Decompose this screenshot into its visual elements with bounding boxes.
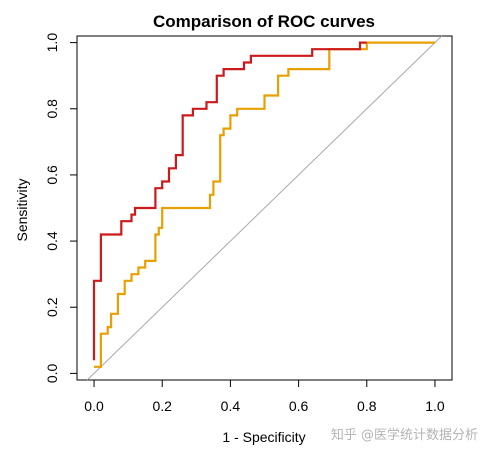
plot-area: 0.0 0.2 0.4 0.6 0.8 1.0 0.0 0.2 0.4 0.6 0.8 1.0 bbox=[44, 33, 453, 414]
roc-curve-series-2 bbox=[94, 41, 435, 368]
y-tick-label: 0.6 bbox=[44, 165, 60, 185]
y-tick-label: 1.0 bbox=[44, 33, 60, 53]
x-tick-label: 1.0 bbox=[425, 398, 445, 414]
y-tick-label: 0.4 bbox=[44, 231, 60, 251]
roc-curve-series-1 bbox=[92, 41, 367, 361]
watermark-text: 知乎 @医学统计数据分析 bbox=[331, 427, 478, 443]
x-axis-label: 1 - Specificity bbox=[222, 429, 305, 445]
y-tick-label: 0.2 bbox=[44, 297, 60, 317]
x-tick-label: 0.2 bbox=[152, 398, 172, 414]
x-tick-label: 0.6 bbox=[289, 398, 309, 414]
y-tick-label: 0.0 bbox=[44, 363, 60, 383]
reference-diagonal-line bbox=[86, 35, 443, 381]
y-tick-label: 0.8 bbox=[44, 99, 60, 119]
x-tick-label: 0.4 bbox=[221, 398, 241, 414]
x-tick-label: 0.0 bbox=[84, 398, 104, 414]
chart-title: Comparison of ROC curves bbox=[153, 12, 375, 31]
plot-frame bbox=[76, 35, 453, 381]
y-axis-label: Sensitivity bbox=[14, 178, 30, 241]
x-tick-label: 0.8 bbox=[357, 398, 377, 414]
